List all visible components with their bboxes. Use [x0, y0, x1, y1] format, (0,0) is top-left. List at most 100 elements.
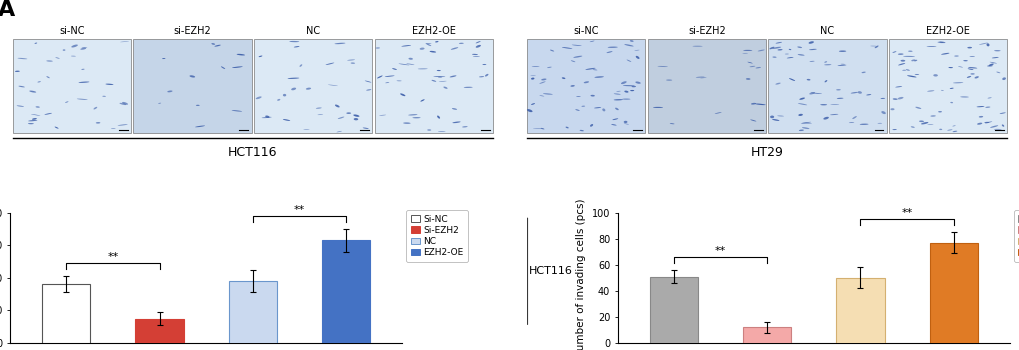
- Ellipse shape: [985, 43, 988, 46]
- Text: **: **: [107, 252, 118, 262]
- Ellipse shape: [158, 103, 161, 104]
- Ellipse shape: [396, 80, 401, 81]
- Ellipse shape: [996, 72, 1000, 73]
- Bar: [527, 39, 645, 133]
- Ellipse shape: [565, 127, 569, 128]
- Ellipse shape: [282, 94, 286, 97]
- Ellipse shape: [16, 105, 24, 107]
- Ellipse shape: [914, 107, 920, 109]
- Bar: [374, 39, 492, 133]
- Ellipse shape: [71, 56, 75, 57]
- Text: EZH2-OE: EZH2-OE: [925, 26, 969, 36]
- Ellipse shape: [282, 119, 290, 121]
- Ellipse shape: [829, 114, 838, 115]
- Text: si-EZH2: si-EZH2: [173, 26, 211, 36]
- Ellipse shape: [952, 125, 955, 126]
- Ellipse shape: [962, 60, 967, 61]
- Ellipse shape: [829, 104, 839, 105]
- Ellipse shape: [771, 47, 781, 49]
- Ellipse shape: [571, 60, 575, 62]
- Ellipse shape: [692, 46, 702, 47]
- Ellipse shape: [531, 66, 539, 67]
- Ellipse shape: [808, 92, 814, 94]
- Ellipse shape: [62, 49, 65, 51]
- Ellipse shape: [119, 103, 126, 105]
- Ellipse shape: [978, 116, 982, 118]
- Ellipse shape: [449, 75, 457, 77]
- Ellipse shape: [776, 49, 782, 50]
- Ellipse shape: [810, 93, 821, 94]
- Bar: [742, 327, 791, 343]
- Ellipse shape: [665, 79, 672, 81]
- Ellipse shape: [994, 50, 1000, 51]
- Text: HCT116: HCT116: [529, 266, 573, 276]
- Ellipse shape: [900, 60, 905, 62]
- Ellipse shape: [96, 122, 100, 124]
- Ellipse shape: [801, 122, 810, 123]
- Ellipse shape: [969, 74, 974, 75]
- Ellipse shape: [82, 47, 88, 48]
- Ellipse shape: [798, 114, 802, 116]
- Ellipse shape: [976, 123, 981, 125]
- Ellipse shape: [952, 82, 962, 83]
- Ellipse shape: [823, 62, 826, 63]
- Ellipse shape: [895, 86, 901, 88]
- Bar: [647, 39, 765, 133]
- Ellipse shape: [426, 43, 431, 46]
- Ellipse shape: [533, 128, 543, 129]
- Ellipse shape: [391, 68, 396, 70]
- Ellipse shape: [897, 97, 903, 99]
- Ellipse shape: [700, 77, 706, 78]
- Ellipse shape: [615, 91, 621, 92]
- Ellipse shape: [443, 86, 447, 89]
- Ellipse shape: [892, 51, 896, 53]
- Ellipse shape: [926, 90, 933, 91]
- Ellipse shape: [614, 108, 619, 110]
- Ellipse shape: [438, 81, 446, 82]
- Ellipse shape: [975, 106, 983, 107]
- Ellipse shape: [784, 54, 788, 55]
- Ellipse shape: [755, 67, 760, 68]
- Ellipse shape: [433, 76, 445, 77]
- Ellipse shape: [196, 105, 200, 106]
- Ellipse shape: [902, 56, 914, 57]
- Ellipse shape: [231, 110, 242, 112]
- Ellipse shape: [809, 61, 814, 62]
- Ellipse shape: [346, 60, 355, 61]
- Ellipse shape: [303, 129, 310, 130]
- Ellipse shape: [969, 56, 974, 57]
- Ellipse shape: [549, 50, 553, 51]
- Ellipse shape: [435, 41, 438, 42]
- Ellipse shape: [913, 60, 916, 61]
- Ellipse shape: [346, 112, 351, 114]
- Ellipse shape: [786, 57, 793, 58]
- Ellipse shape: [425, 43, 431, 44]
- Ellipse shape: [572, 45, 581, 46]
- Text: NC: NC: [306, 26, 320, 36]
- Ellipse shape: [861, 72, 865, 73]
- Ellipse shape: [475, 41, 480, 43]
- Ellipse shape: [990, 57, 998, 58]
- Ellipse shape: [801, 127, 809, 129]
- Ellipse shape: [377, 76, 382, 78]
- Ellipse shape: [419, 48, 424, 50]
- Ellipse shape: [808, 41, 813, 44]
- Ellipse shape: [111, 128, 115, 129]
- Ellipse shape: [592, 69, 597, 70]
- Ellipse shape: [81, 48, 86, 50]
- Ellipse shape: [657, 66, 667, 67]
- Ellipse shape: [464, 87, 472, 88]
- Ellipse shape: [966, 76, 970, 78]
- Ellipse shape: [949, 88, 953, 89]
- Ellipse shape: [798, 130, 803, 131]
- Ellipse shape: [117, 124, 127, 126]
- Ellipse shape: [482, 64, 486, 65]
- Ellipse shape: [259, 56, 262, 57]
- Ellipse shape: [436, 70, 440, 71]
- Ellipse shape: [776, 116, 784, 117]
- Ellipse shape: [293, 46, 300, 48]
- Ellipse shape: [167, 90, 172, 92]
- Ellipse shape: [938, 129, 942, 130]
- Ellipse shape: [695, 77, 704, 78]
- Ellipse shape: [957, 66, 962, 68]
